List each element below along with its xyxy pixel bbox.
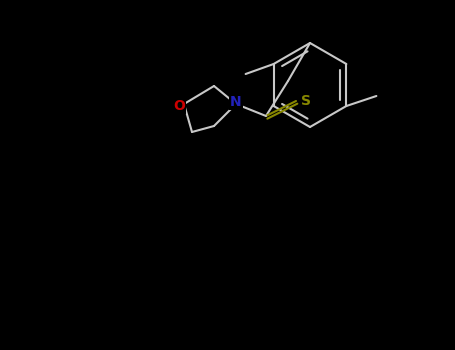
Text: N: N (230, 95, 242, 109)
Text: S: S (301, 94, 311, 108)
Text: O: O (173, 99, 185, 113)
